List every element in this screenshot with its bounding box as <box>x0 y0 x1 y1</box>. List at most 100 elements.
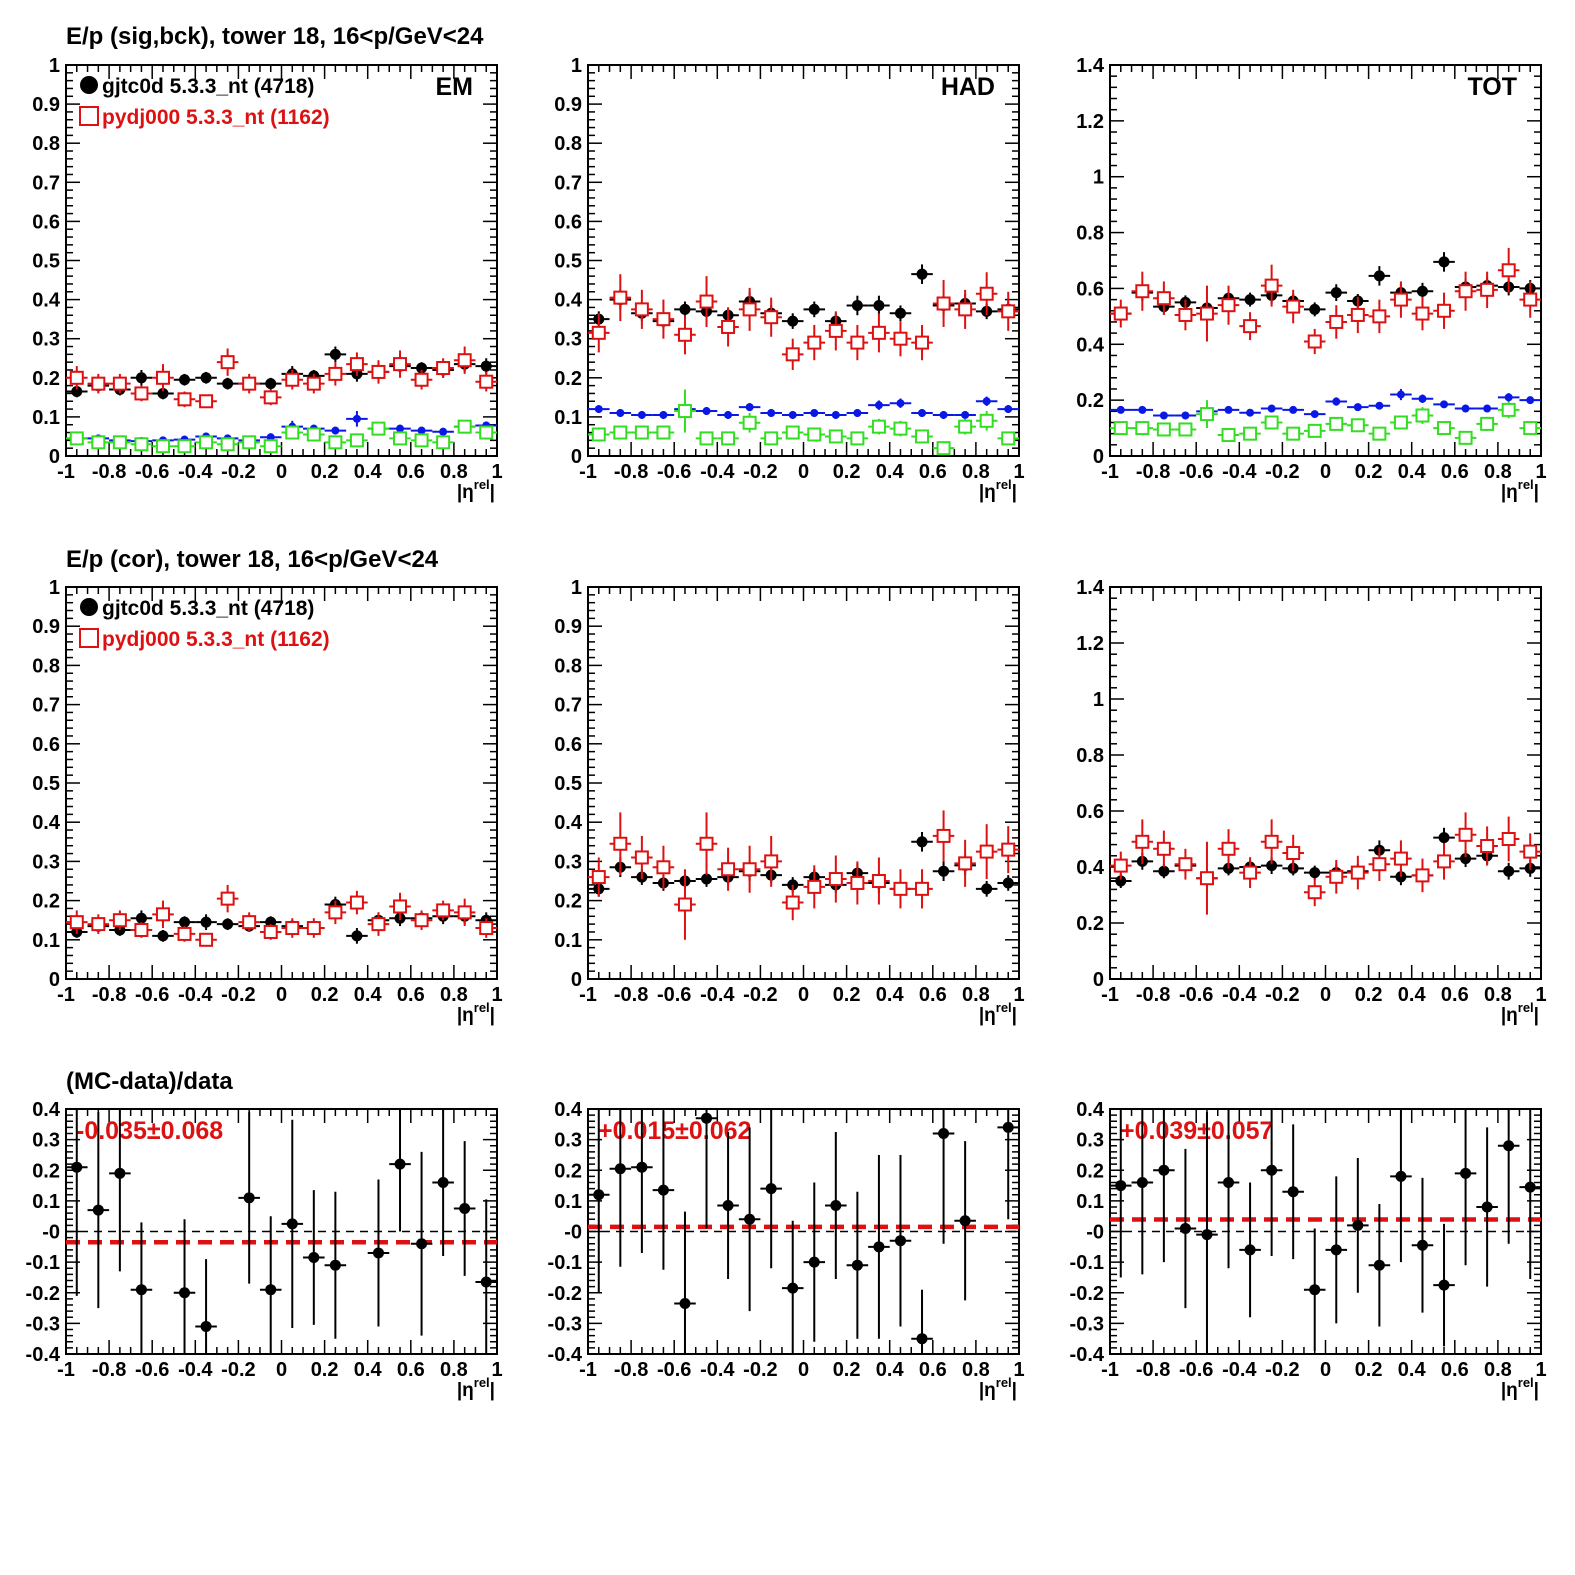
x-tick-label: -0.4 <box>700 1359 735 1381</box>
series-data <box>1110 1109 1541 1354</box>
data-point <box>1523 292 1538 307</box>
data-point <box>1395 1170 1407 1182</box>
y-tick-label: 1.4 <box>1076 577 1105 599</box>
data-point <box>69 915 84 930</box>
y-tick-label: 0.8 <box>1076 223 1104 245</box>
panel-cor-tot: -1 -0.8 -0.6 -0.4 -0.2 0 0.2 0.4 0.6 0.8 1|ηrel|00… <box>1076 577 1546 1026</box>
y-tick-label: -0.1 <box>548 1252 582 1274</box>
x-tick-label: -0.8 <box>92 984 126 1006</box>
x-tick-label: -0.2 <box>1265 984 1299 1006</box>
x-tick-label: 0 <box>1320 461 1331 483</box>
data-point <box>1246 408 1255 417</box>
panel-sigbck-had: -1 -0.8 -0.6 -0.4 -0.2 0 0.2 0.4 0.6 0.8 1|ηrel|00… <box>554 55 1024 503</box>
data-point <box>1393 415 1408 430</box>
data-point <box>893 331 908 346</box>
series-bck_data <box>1110 388 1541 420</box>
series-data <box>66 1109 497 1354</box>
y-tick-label: -0.2 <box>1070 1283 1104 1305</box>
y-tick-label: 0.9 <box>32 94 60 116</box>
x-tick-label: -1 <box>579 1359 597 1381</box>
x-tick-label: -0.6 <box>657 984 691 1006</box>
x-tick-label: 0 <box>798 1359 809 1381</box>
data-point <box>1523 421 1538 436</box>
fit-result-label: +0.015±0.062 <box>598 1117 751 1145</box>
data-point <box>1115 1180 1127 1192</box>
data-point <box>1352 1219 1364 1231</box>
data-point <box>1504 393 1513 402</box>
data-point <box>352 414 361 423</box>
y-tick-label: -0 <box>42 1222 60 1244</box>
data-point <box>808 303 820 315</box>
data-point <box>1329 869 1344 884</box>
data-point <box>936 828 951 843</box>
series-mc <box>588 810 1019 940</box>
plot-frame <box>587 586 1020 980</box>
data-point <box>1113 421 1128 436</box>
data-point <box>1002 1121 1014 1133</box>
data-point <box>1416 1239 1428 1251</box>
legend-data-label: gjtc0d 5.3.3_nt (4718) <box>102 597 314 620</box>
panels: -1 -0.8 -0.6 -0.4 -0.2 0 0.2 0.4 0.6 0.8 1|ηrel|00… <box>26 55 1547 1401</box>
data-point <box>263 439 278 454</box>
data-point <box>394 1158 406 1170</box>
x-tick-label: -0.2 <box>743 984 777 1006</box>
data-point <box>785 347 800 362</box>
data-point <box>306 376 321 391</box>
data-point <box>701 873 713 885</box>
data-point <box>593 1189 605 1201</box>
y-tick-label: -0.4 <box>26 1344 61 1366</box>
data-point <box>349 433 364 448</box>
series-bck_mc <box>66 419 497 454</box>
data-point <box>637 410 646 419</box>
data-point <box>393 357 408 372</box>
data-point <box>1224 405 1233 414</box>
data-point <box>1480 416 1495 431</box>
x-tick-label: 1 <box>1535 1359 1546 1381</box>
legend-data-marker <box>80 76 98 94</box>
x-tick-label: -0.8 <box>1136 461 1170 483</box>
data-point <box>959 1215 971 1227</box>
y-tick-label: 0.2 <box>1076 913 1104 935</box>
x-tick-label: 0.4 <box>1398 461 1427 483</box>
data-point <box>242 915 257 930</box>
data-point <box>459 1203 471 1215</box>
data-point <box>1372 309 1387 324</box>
panel-label: HAD <box>941 73 995 101</box>
data-point <box>1501 402 1516 417</box>
x-tick-label: 1 <box>1013 1359 1024 1381</box>
data-point <box>936 441 951 456</box>
data-point <box>1201 1229 1213 1241</box>
data-point <box>1116 405 1125 414</box>
data-point <box>1309 867 1321 879</box>
data-point <box>1158 1164 1170 1176</box>
data-point <box>265 916 277 928</box>
data-point <box>437 1177 449 1188</box>
data-point <box>1113 858 1128 873</box>
x-tick-label: 0.2 <box>311 461 339 483</box>
panel-cor-had: -1 -0.8 -0.6 -0.4 -0.2 0 0.2 0.4 0.6 0.8 1|ηrel|00… <box>554 577 1024 1026</box>
data-point <box>285 372 300 387</box>
data-point <box>853 408 862 417</box>
data-point <box>372 1247 384 1259</box>
data-point <box>1481 1201 1493 1213</box>
data-point <box>135 1284 147 1296</box>
data-point <box>979 844 994 859</box>
data-point <box>830 1199 842 1211</box>
y-tick-label: 0.4 <box>32 290 61 312</box>
data-point <box>1329 314 1344 329</box>
data-point <box>1289 405 1298 414</box>
data-point <box>613 836 628 851</box>
y-tick-label: 0.1 <box>554 407 582 429</box>
x-tick-label: 0.8 <box>962 984 990 1006</box>
y-tick-label: 0.4 <box>554 290 583 312</box>
plot-frame <box>587 64 1020 457</box>
data-point <box>199 394 214 409</box>
y-tick-label: 0.6 <box>32 734 60 756</box>
data-point <box>636 1161 648 1173</box>
x-tick-label: -0.4 <box>178 461 213 483</box>
x-tick-label: -0.2 <box>743 461 777 483</box>
data-point <box>982 397 991 406</box>
data-point <box>1523 844 1538 859</box>
x-tick-label: 1 <box>1535 984 1546 1006</box>
data-point <box>329 348 341 360</box>
